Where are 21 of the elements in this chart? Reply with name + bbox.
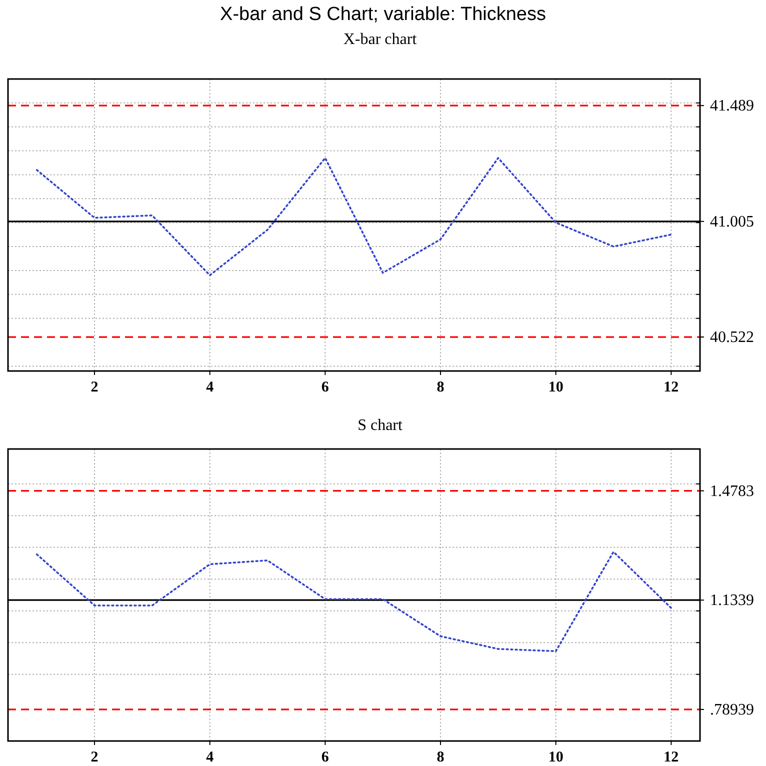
x-tick-label: 2 (90, 750, 98, 766)
x-tick-label: 4 (206, 750, 214, 766)
x-tick-label: 4 (206, 380, 214, 396)
chart-title: X-bar and S Chart; variable: Thickness (220, 4, 546, 25)
x-tick-label: 10 (548, 380, 564, 396)
ref-line-label: 40.522 (710, 329, 754, 346)
ref-line-label: 41.489 (710, 98, 754, 115)
ref-line-label: .78939 (710, 702, 754, 719)
x-tick-label: 2 (90, 380, 98, 396)
x-tick-label: 8 (436, 380, 444, 396)
x-tick-label: 12 (664, 380, 679, 396)
x-tick-label: 12 (664, 750, 679, 766)
x-tick-label: 10 (548, 750, 564, 766)
ref-line-label: 1.1339 (710, 592, 754, 610)
chart-title: S chart (358, 417, 403, 434)
x-tick-label: 8 (436, 750, 444, 766)
chart-subtitle: X-bar chart (343, 31, 418, 48)
ref-line-label: 41.005 (710, 214, 754, 231)
x-tick-label: 6 (321, 750, 330, 766)
x-tick-label: 6 (321, 380, 330, 396)
ref-line-label: 1.4783 (710, 482, 754, 500)
